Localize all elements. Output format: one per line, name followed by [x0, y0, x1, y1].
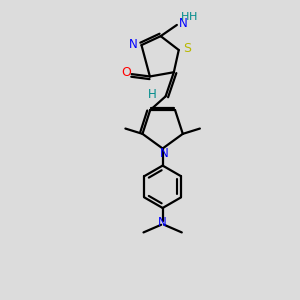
Text: N: N [179, 17, 188, 30]
Text: O: O [122, 66, 131, 79]
Text: N: N [129, 38, 138, 51]
Text: N: N [160, 147, 169, 160]
Text: S: S [183, 42, 191, 55]
Text: H: H [180, 12, 189, 22]
Text: H: H [189, 12, 198, 22]
Text: H: H [148, 88, 157, 100]
Text: N: N [158, 216, 167, 229]
